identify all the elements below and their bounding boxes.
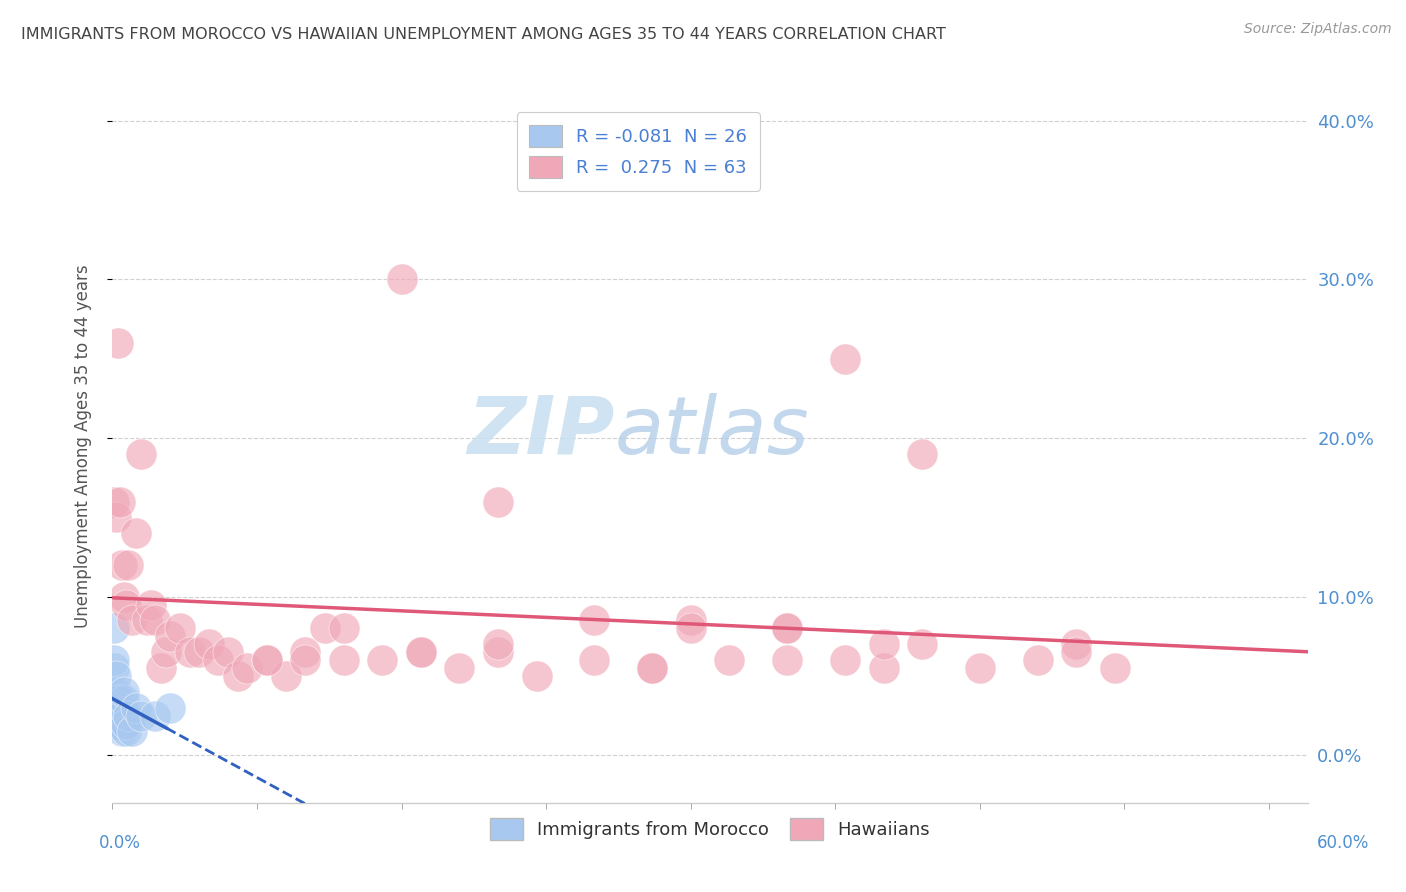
Point [1026,653,1049,667]
Point [124,526,146,541]
Point [103,661,125,675]
Point [124,700,146,714]
Point [333,621,356,635]
Point [872,637,894,651]
Point [718,653,741,667]
Point [107,708,129,723]
Text: ZIP: ZIP [467,392,614,471]
Point [1064,637,1087,651]
Point [294,645,316,659]
Point [969,661,991,675]
Point [169,621,191,635]
Point [117,708,139,723]
Point [371,653,394,667]
Point [409,645,432,659]
Point [486,637,509,651]
Text: IMMIGRANTS FROM MOROCCO VS HAWAIIAN UNEMPLOYMENT AMONG AGES 35 TO 44 YEARS CORRE: IMMIGRANTS FROM MOROCCO VS HAWAIIAN UNEM… [21,27,946,42]
Point [149,661,172,675]
Point [486,494,509,508]
Point [111,558,134,572]
Point [103,653,125,667]
Point [911,447,934,461]
Point [131,708,153,723]
Point [776,653,799,667]
Point [226,669,249,683]
Point [121,614,143,628]
Point [1104,661,1126,675]
Point [143,708,166,723]
Point [117,558,139,572]
Point [112,590,135,604]
Point [872,661,894,675]
Point [105,685,128,699]
Point [641,661,664,675]
Point [111,724,134,739]
Point [136,614,159,628]
Point [583,614,606,628]
Point [314,621,336,635]
Point [103,621,125,635]
Point [256,653,278,667]
Point [105,510,128,524]
Point [112,692,135,706]
Point [583,653,606,667]
Point [207,653,229,667]
Point [526,669,548,683]
Point [834,351,856,366]
Point [105,700,128,714]
Point [105,716,128,731]
Point [641,661,664,675]
Point [112,685,135,699]
Point [115,716,138,731]
Point [834,653,856,667]
Point [159,700,181,714]
Text: 60.0%: 60.0% [1316,834,1369,852]
Point [107,692,129,706]
Point [111,708,134,723]
Point [108,708,131,723]
Point [105,669,128,683]
Point [486,645,509,659]
Point [391,272,413,286]
Point [911,637,934,651]
Point [159,629,181,643]
Point [1064,645,1087,659]
Point [103,494,125,508]
Point [409,645,432,659]
Point [108,700,131,714]
Point [198,637,221,651]
Point [256,653,278,667]
Point [179,645,201,659]
Point [679,621,702,635]
Point [217,645,239,659]
Text: Source: ZipAtlas.com: Source: ZipAtlas.com [1244,22,1392,37]
Point [139,598,162,612]
Point [236,661,259,675]
Point [188,645,211,659]
Point [333,653,356,667]
Point [155,645,177,659]
Point [776,621,799,635]
Point [115,598,138,612]
Point [143,614,166,628]
Legend: Immigrants from Morocco, Hawaiians: Immigrants from Morocco, Hawaiians [482,811,938,847]
Point [131,447,153,461]
Point [449,661,471,675]
Y-axis label: Unemployment Among Ages 35 to 44 years: Unemployment Among Ages 35 to 44 years [73,264,91,628]
Point [294,653,316,667]
Point [274,669,297,683]
Point [108,494,131,508]
Point [679,614,702,628]
Text: 0.0%: 0.0% [98,834,141,852]
Point [115,724,138,739]
Point [107,335,129,350]
Point [121,724,143,739]
Text: atlas: atlas [614,392,810,471]
Point [111,708,134,723]
Point [108,716,131,731]
Point [776,621,799,635]
Point [107,716,129,731]
